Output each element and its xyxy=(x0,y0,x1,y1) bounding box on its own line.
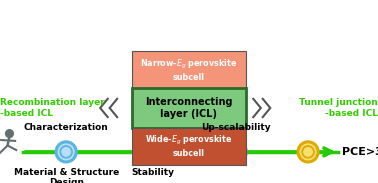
FancyBboxPatch shape xyxy=(132,51,246,88)
Text: Recombination layer
-based ICL: Recombination layer -based ICL xyxy=(0,98,105,118)
FancyBboxPatch shape xyxy=(132,88,246,128)
Ellipse shape xyxy=(226,142,246,162)
Text: Narrow-$E_g$ perovskite
subcell: Narrow-$E_g$ perovskite subcell xyxy=(140,57,238,82)
Ellipse shape xyxy=(231,146,242,158)
Ellipse shape xyxy=(302,146,314,158)
Text: Up-scalability: Up-scalability xyxy=(201,123,271,132)
Text: Stability: Stability xyxy=(132,168,175,177)
Ellipse shape xyxy=(298,142,318,162)
Text: Interconnecting
layer (ICL): Interconnecting layer (ICL) xyxy=(145,97,233,119)
Text: Material & Structure
Design: Material & Structure Design xyxy=(14,168,119,183)
Text: PCE>30%: PCE>30% xyxy=(342,147,378,157)
Ellipse shape xyxy=(143,142,163,162)
Ellipse shape xyxy=(5,129,14,138)
FancyBboxPatch shape xyxy=(132,128,246,165)
Text: Tunnel junction
-based ICL: Tunnel junction -based ICL xyxy=(299,98,378,118)
Text: Characterization: Characterization xyxy=(24,123,108,132)
Ellipse shape xyxy=(147,146,159,158)
Ellipse shape xyxy=(56,142,76,162)
Ellipse shape xyxy=(60,146,72,158)
Text: Wide-$E_g$ perovskite
subcell: Wide-$E_g$ perovskite subcell xyxy=(146,134,232,158)
